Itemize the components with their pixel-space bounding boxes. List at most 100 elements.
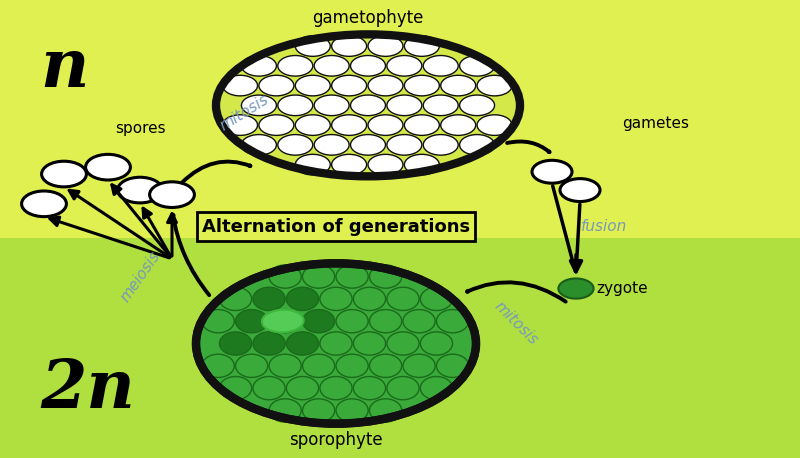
Ellipse shape xyxy=(423,95,458,115)
Ellipse shape xyxy=(320,376,352,400)
Text: spores: spores xyxy=(114,121,166,136)
Ellipse shape xyxy=(242,95,277,115)
Ellipse shape xyxy=(368,115,403,136)
Ellipse shape xyxy=(404,115,439,136)
Ellipse shape xyxy=(295,154,330,175)
Ellipse shape xyxy=(332,154,366,175)
Ellipse shape xyxy=(202,310,234,333)
FancyArrowPatch shape xyxy=(507,142,550,152)
Bar xyxy=(0,238,800,458)
Text: sporophyte: sporophyte xyxy=(289,431,383,449)
Ellipse shape xyxy=(235,354,268,377)
Ellipse shape xyxy=(314,55,349,76)
Ellipse shape xyxy=(387,135,422,155)
Circle shape xyxy=(86,154,130,180)
Text: meiosis: meiosis xyxy=(117,249,163,305)
Ellipse shape xyxy=(441,115,476,136)
Ellipse shape xyxy=(320,287,352,311)
Ellipse shape xyxy=(370,354,402,377)
Ellipse shape xyxy=(320,332,352,355)
Ellipse shape xyxy=(269,310,302,333)
Ellipse shape xyxy=(336,265,368,288)
Ellipse shape xyxy=(332,115,366,136)
Ellipse shape xyxy=(295,115,330,136)
Text: n: n xyxy=(40,36,89,101)
Ellipse shape xyxy=(437,310,469,333)
Ellipse shape xyxy=(336,399,368,422)
Ellipse shape xyxy=(219,376,252,400)
Ellipse shape xyxy=(368,75,403,96)
Ellipse shape xyxy=(295,36,330,56)
Ellipse shape xyxy=(278,135,313,155)
Text: 2n: 2n xyxy=(40,357,135,422)
Ellipse shape xyxy=(459,55,494,76)
Ellipse shape xyxy=(387,332,419,355)
Circle shape xyxy=(532,160,572,183)
Ellipse shape xyxy=(295,75,330,96)
Ellipse shape xyxy=(459,95,494,115)
Ellipse shape xyxy=(253,376,285,400)
Ellipse shape xyxy=(259,115,294,136)
Ellipse shape xyxy=(441,75,476,96)
Ellipse shape xyxy=(368,154,403,175)
Ellipse shape xyxy=(423,55,458,76)
Ellipse shape xyxy=(262,310,304,333)
Ellipse shape xyxy=(336,354,368,377)
Ellipse shape xyxy=(420,287,453,311)
FancyArrowPatch shape xyxy=(173,215,210,295)
Ellipse shape xyxy=(370,310,402,333)
Ellipse shape xyxy=(423,135,458,155)
Ellipse shape xyxy=(459,135,494,155)
Ellipse shape xyxy=(387,287,419,311)
Ellipse shape xyxy=(314,95,349,115)
Ellipse shape xyxy=(202,354,234,377)
Ellipse shape xyxy=(404,154,439,175)
Text: zygote: zygote xyxy=(596,281,648,296)
Ellipse shape xyxy=(370,265,402,288)
Ellipse shape xyxy=(269,399,302,422)
Ellipse shape xyxy=(302,265,334,288)
Ellipse shape xyxy=(387,55,422,76)
Circle shape xyxy=(22,191,66,217)
Ellipse shape xyxy=(278,95,313,115)
Ellipse shape xyxy=(253,332,285,355)
Ellipse shape xyxy=(387,95,422,115)
Ellipse shape xyxy=(368,36,403,56)
Ellipse shape xyxy=(477,115,512,136)
Ellipse shape xyxy=(354,376,386,400)
Text: mitosis: mitosis xyxy=(217,91,271,133)
Ellipse shape xyxy=(259,75,294,96)
Ellipse shape xyxy=(403,354,435,377)
Ellipse shape xyxy=(336,310,368,333)
Ellipse shape xyxy=(387,376,419,400)
FancyArrowPatch shape xyxy=(467,282,566,302)
Circle shape xyxy=(118,177,162,203)
Circle shape xyxy=(42,161,86,187)
Circle shape xyxy=(150,182,194,207)
Ellipse shape xyxy=(332,75,366,96)
Ellipse shape xyxy=(404,36,439,56)
Ellipse shape xyxy=(253,287,285,311)
Text: mitosis: mitosis xyxy=(491,298,541,348)
Text: Alternation of generations: Alternation of generations xyxy=(202,218,470,236)
Text: fusion: fusion xyxy=(581,219,627,234)
Ellipse shape xyxy=(216,34,520,176)
Ellipse shape xyxy=(286,332,318,355)
Ellipse shape xyxy=(370,399,402,422)
Ellipse shape xyxy=(222,75,258,96)
Ellipse shape xyxy=(354,332,386,355)
Ellipse shape xyxy=(269,265,302,288)
Ellipse shape xyxy=(286,287,318,311)
Ellipse shape xyxy=(219,332,252,355)
Ellipse shape xyxy=(437,354,469,377)
Ellipse shape xyxy=(350,55,386,76)
Ellipse shape xyxy=(269,354,302,377)
Ellipse shape xyxy=(350,95,386,115)
Ellipse shape xyxy=(350,135,386,155)
Ellipse shape xyxy=(354,287,386,311)
Ellipse shape xyxy=(420,376,453,400)
Ellipse shape xyxy=(404,75,439,96)
Ellipse shape xyxy=(219,287,252,311)
Circle shape xyxy=(560,179,600,202)
Ellipse shape xyxy=(302,399,334,422)
